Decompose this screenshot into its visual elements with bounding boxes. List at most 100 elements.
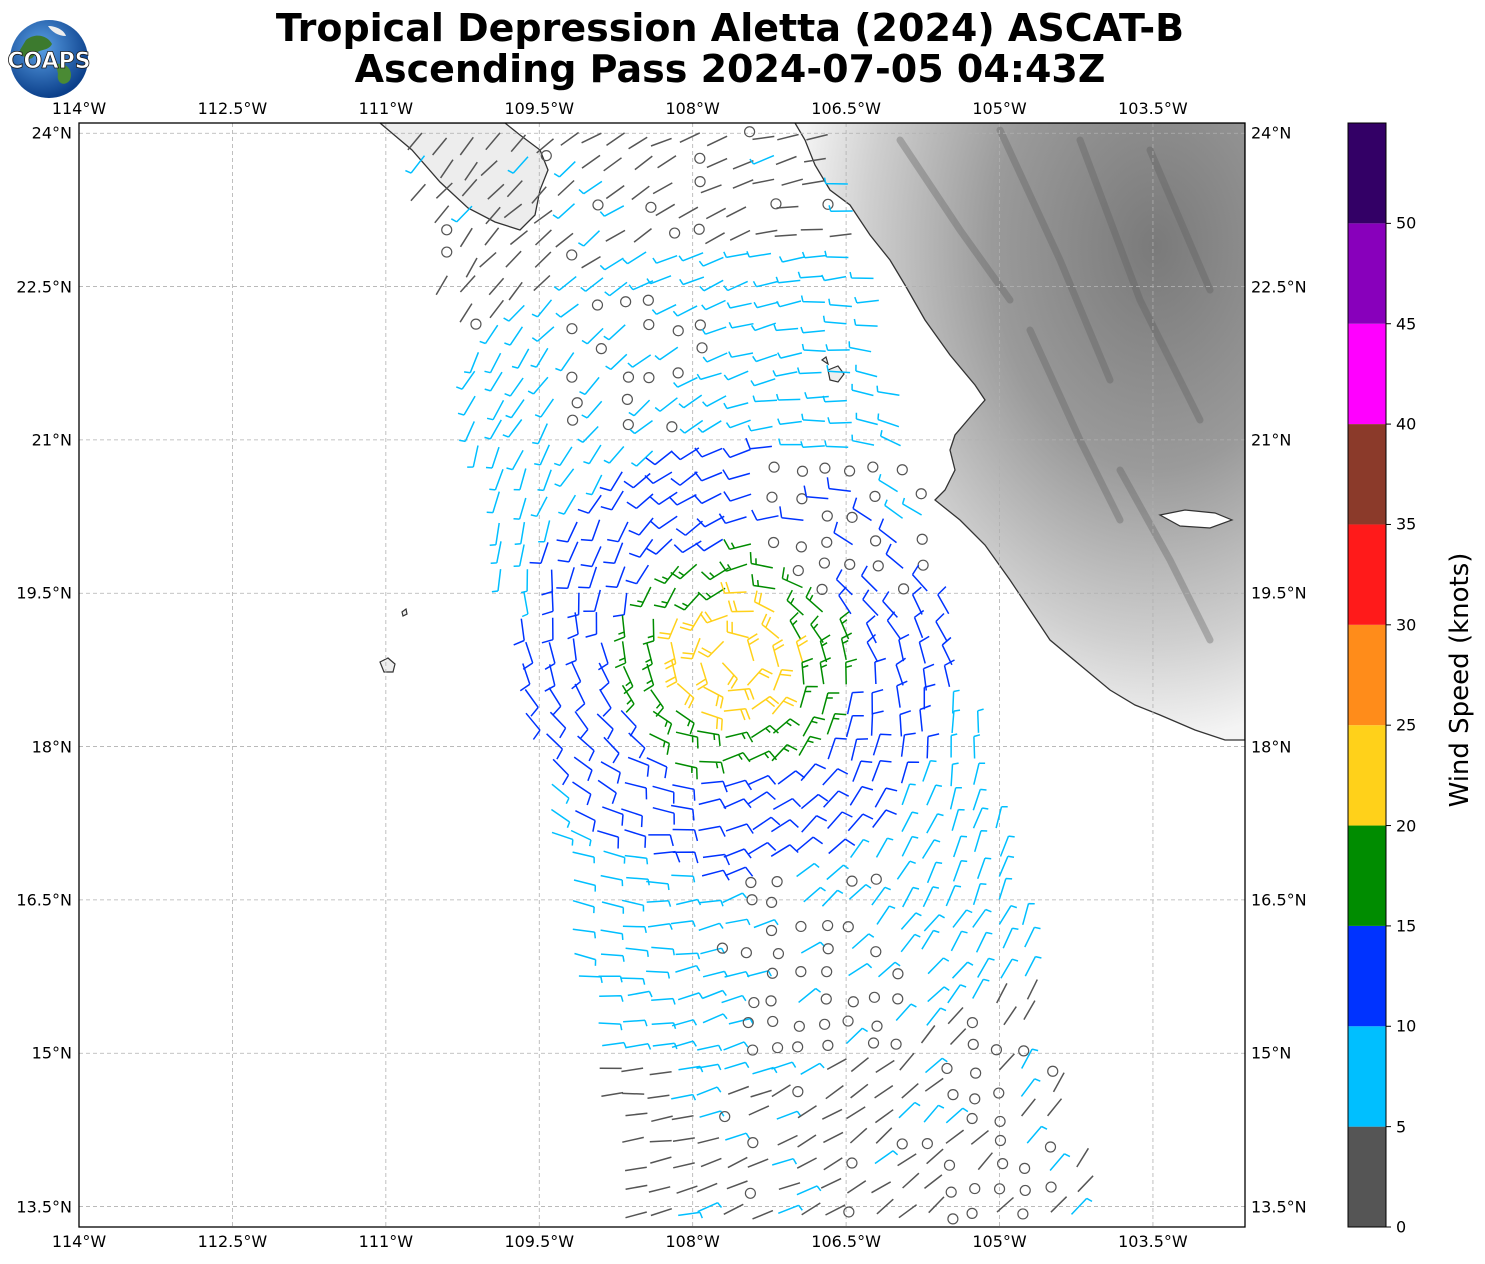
colorbar-title: Wind Speed (knots) (1445, 552, 1475, 808)
wind-barb (696, 1063, 722, 1071)
wind-barb (484, 352, 502, 374)
lat-tick-label-left: 13.5°N (16, 1197, 72, 1217)
wind-barb (732, 160, 754, 170)
wind-barb (600, 761, 621, 784)
wind-barb (699, 611, 728, 624)
wind-barb (975, 931, 993, 953)
lon-tick-label-bottom: 105°W (972, 1232, 1027, 1251)
wind-barb (505, 399, 525, 419)
wind-barb (558, 494, 577, 515)
wind-barb (849, 883, 872, 900)
wind-barb (950, 733, 958, 758)
wind-barb (823, 1131, 844, 1144)
wind-barb (1050, 1196, 1068, 1213)
wind-barb (702, 1013, 728, 1024)
wind-barb (876, 905, 896, 925)
wind-barb (534, 398, 555, 418)
wind-barb (725, 1132, 751, 1141)
wind-barb (694, 447, 723, 458)
wind-barb (746, 668, 773, 686)
wind-barb (657, 155, 677, 169)
wind-barb (672, 367, 684, 379)
wind-barb (800, 326, 825, 334)
wind-barb (744, 126, 756, 138)
wind-barb (552, 203, 576, 220)
wind-barb (530, 496, 548, 518)
wind-barb (672, 828, 699, 842)
wind-barb (822, 1039, 834, 1051)
wind-barb (621, 899, 645, 912)
wind-barb (643, 663, 655, 692)
wind-barb (549, 711, 567, 739)
wind-barb (601, 901, 625, 914)
wind-barb (924, 1077, 944, 1092)
wind-barb (819, 462, 831, 474)
wind-barb (642, 618, 655, 645)
wind-barb (606, 132, 626, 147)
baja-california (378, 123, 549, 231)
wind-barb (567, 414, 579, 426)
wind-barb (973, 734, 981, 759)
wind-barb (860, 565, 878, 592)
wind-barb (803, 485, 829, 500)
wind-barb (672, 851, 699, 864)
wind-barb (679, 132, 701, 143)
colorbar-bin (1348, 223, 1386, 324)
wind-barb (541, 569, 554, 596)
wind-barb (826, 864, 849, 881)
wind-barb (1021, 1048, 1039, 1069)
wind-barb (867, 461, 879, 473)
wind-barb (623, 472, 651, 489)
colorbar-tick-label: 35 (1396, 514, 1417, 534)
wind-barb (872, 733, 892, 756)
wind-barb (653, 850, 681, 863)
lon-tick-label-bottom: 111°W (358, 1232, 414, 1251)
wind-barb (723, 280, 749, 292)
wind-barb (972, 908, 992, 928)
wind-barb (649, 515, 678, 530)
wind-barb (675, 520, 703, 536)
wind-barb (746, 633, 760, 662)
wind-barb (966, 1207, 978, 1219)
wind-barb (654, 346, 679, 361)
wind-barb (530, 347, 549, 368)
lat-tick-label-right: 13.5°N (1251, 1197, 1307, 1217)
wind-barb (697, 730, 721, 747)
wind-barb (775, 155, 797, 166)
wind-barb (947, 1213, 959, 1225)
wind-barb (726, 302, 752, 309)
wind-barb (923, 914, 945, 932)
wind-barb (820, 1177, 842, 1189)
wind-barb (722, 892, 748, 904)
wind-barb (504, 326, 524, 346)
wind-barb (705, 232, 725, 245)
wind-barbs-layer (405, 126, 1094, 1225)
wind-barb (1017, 1208, 1029, 1220)
wind-barb (461, 178, 478, 197)
wind-barb (896, 680, 908, 708)
wind-barb (751, 574, 776, 590)
lat-tick-label-right: 18°N (1251, 737, 1292, 757)
wind-barb (723, 539, 752, 551)
wind-barb (826, 477, 851, 493)
wind-barb (771, 1084, 791, 1098)
wind-barb (645, 450, 673, 466)
wind-barb (778, 438, 803, 446)
wind-barb (600, 929, 624, 940)
wind-barb (855, 412, 878, 426)
wind-barb (828, 205, 853, 213)
wind-barb (973, 829, 988, 853)
wind-barb (822, 315, 847, 325)
wind-barb (489, 299, 504, 319)
wind-barb (849, 838, 870, 859)
wind-barb (800, 1062, 825, 1075)
wind-barb (966, 1016, 979, 1029)
wind-barb (862, 589, 879, 617)
lon-tick-label-bottom: 106.5°W (811, 1232, 881, 1251)
wind-barb (951, 961, 974, 979)
wind-barb (792, 1086, 804, 1098)
wind-barb (485, 206, 501, 225)
wind-barb (504, 377, 524, 397)
wind-barb (828, 838, 856, 855)
wind-barb (595, 343, 607, 355)
